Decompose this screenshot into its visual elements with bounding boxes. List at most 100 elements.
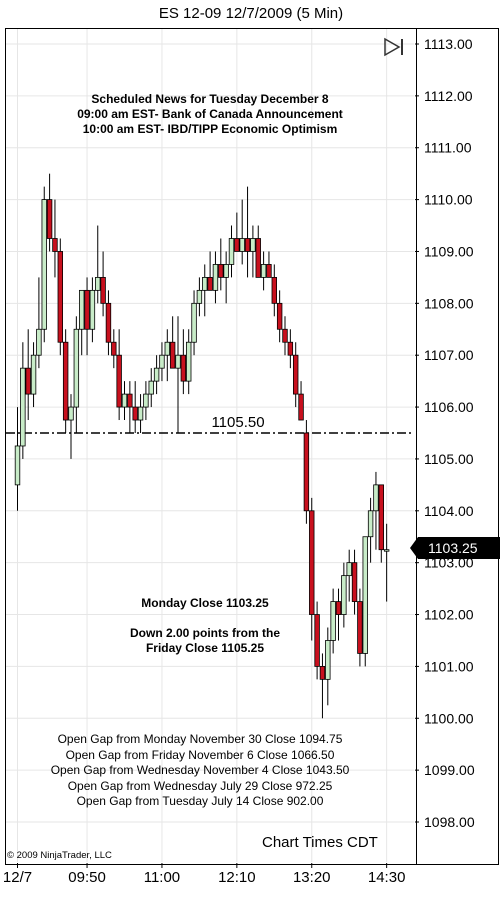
candle-body xyxy=(68,406,74,421)
x-tick-label: 12:10 xyxy=(218,869,256,886)
candle-body xyxy=(111,341,117,356)
open-gap-item: Open Gap from Friday November 6 Close 10… xyxy=(65,747,335,762)
y-tick-label: 1112.00 xyxy=(424,88,473,104)
x-tick-label: 14:30 xyxy=(368,869,406,886)
candle-body xyxy=(383,549,390,552)
candle-body xyxy=(298,393,304,421)
price-axis[interactable] xyxy=(415,28,499,865)
candle-body xyxy=(207,276,213,291)
candle-body xyxy=(218,264,224,278)
candle-body xyxy=(325,640,331,680)
candle-body xyxy=(95,276,101,291)
candle-body xyxy=(164,341,170,356)
candle-body xyxy=(84,289,90,330)
candle-body xyxy=(41,199,47,330)
chart-times-label: Chart Times CDT xyxy=(262,834,378,851)
open-gap-item: Open Gap from Wednesday July 29 Close 97… xyxy=(67,778,333,793)
down-points-text: Down 2.00 points from the xyxy=(129,626,280,640)
candle-body xyxy=(212,264,219,291)
candle-body xyxy=(116,354,122,408)
candle-body xyxy=(180,354,187,382)
candle-body xyxy=(357,601,363,654)
y-tick-label: 1108.00 xyxy=(424,295,474,311)
candle-body xyxy=(159,354,165,369)
open-gap-item: Open Gap from Wednesday November 4 Close… xyxy=(50,763,350,777)
candle-body xyxy=(132,406,138,421)
open-gap-list: Open Gap from Monday November 30 Close 1… xyxy=(10,732,390,810)
x-tick-label: 12/7 xyxy=(3,869,32,886)
candle-body xyxy=(303,432,310,512)
candle-body xyxy=(260,264,267,278)
candle-body xyxy=(62,341,69,421)
candle-body xyxy=(121,393,128,408)
candle-body xyxy=(105,302,112,343)
price-panel[interactable] xyxy=(5,28,417,865)
y-tick-label: 1100.00 xyxy=(424,710,474,726)
y-tick-label: 1107.00 xyxy=(424,347,474,363)
window-title: ES 12-09 12/7/2009 (5 Min) xyxy=(158,5,344,22)
open-gap-item: Open Gap from Monday November 30 Close 1… xyxy=(57,732,343,746)
candle-body xyxy=(89,289,96,330)
candle-body xyxy=(52,238,58,252)
open-gap-item: Open Gap from Tuesday July 14 Close 902.… xyxy=(76,794,324,808)
candle-body xyxy=(137,406,144,421)
candle-body xyxy=(276,302,283,330)
y-tick-label: 1105.00 xyxy=(424,451,474,467)
candle-body xyxy=(319,666,326,680)
candle-body xyxy=(148,380,154,395)
candle-body xyxy=(271,276,277,304)
candle-body xyxy=(143,393,149,408)
news-line-1: 09:00 am EST- Bank of Canada Announcemen… xyxy=(77,107,343,121)
candle-body xyxy=(30,354,37,395)
candle-body xyxy=(127,393,133,408)
candle-body xyxy=(185,341,192,382)
candle-body xyxy=(100,276,106,304)
candle-body xyxy=(244,238,251,252)
candle-body xyxy=(234,238,240,252)
candle-body xyxy=(228,238,235,265)
candle-body xyxy=(287,341,294,356)
candle-body xyxy=(14,445,21,486)
news-heading: Scheduled News for Tuesday December 8 xyxy=(91,92,329,106)
y-tick-label: 1106.00 xyxy=(424,399,474,415)
candle-body xyxy=(73,328,80,408)
candle-body xyxy=(309,510,315,615)
candle-body xyxy=(292,354,299,395)
x-tick-label: 11:00 xyxy=(144,869,180,886)
candle-body xyxy=(20,367,26,447)
candle-body xyxy=(196,289,203,304)
y-tick-label: 1104.00 xyxy=(424,503,474,519)
candle-body xyxy=(175,354,181,369)
candle-body xyxy=(346,562,352,577)
candle-body xyxy=(351,562,358,602)
y-tick-label: 1098.00 xyxy=(424,814,475,830)
last-price-badge: 1103.25 xyxy=(410,537,500,559)
play-to-end-icon[interactable] xyxy=(382,36,406,58)
candle-body xyxy=(57,251,63,343)
x-tick-label: 09:50 xyxy=(68,869,106,886)
candle-body xyxy=(191,302,197,343)
x-tick-label: 13:20 xyxy=(293,869,331,886)
y-tick-label: 1109.00 xyxy=(424,243,474,259)
candle-body xyxy=(367,510,374,538)
candle-body xyxy=(250,238,256,252)
candle-body xyxy=(282,328,288,343)
candle-body xyxy=(330,601,336,641)
y-tick-label: 1099.00 xyxy=(424,762,475,778)
candle-body xyxy=(378,484,384,551)
last-price-value: 1103.25 xyxy=(428,540,478,556)
news-line-2: 10:00 am EST- IBD/TIPP Economic Optimism xyxy=(82,122,338,136)
candle-body xyxy=(202,276,208,291)
candle-body xyxy=(314,614,320,667)
y-tick-label: 1101.00 xyxy=(424,658,474,674)
candle-body xyxy=(239,238,245,252)
y-tick-label: 1113.00 xyxy=(424,36,473,52)
candle-body xyxy=(266,264,272,278)
candle-body xyxy=(46,199,53,239)
candle-body xyxy=(223,264,229,278)
friday-close-text: Friday Close 1105.25 xyxy=(145,641,265,655)
candle-body xyxy=(341,575,347,615)
candle-body xyxy=(335,601,342,615)
candle-body xyxy=(373,484,379,512)
